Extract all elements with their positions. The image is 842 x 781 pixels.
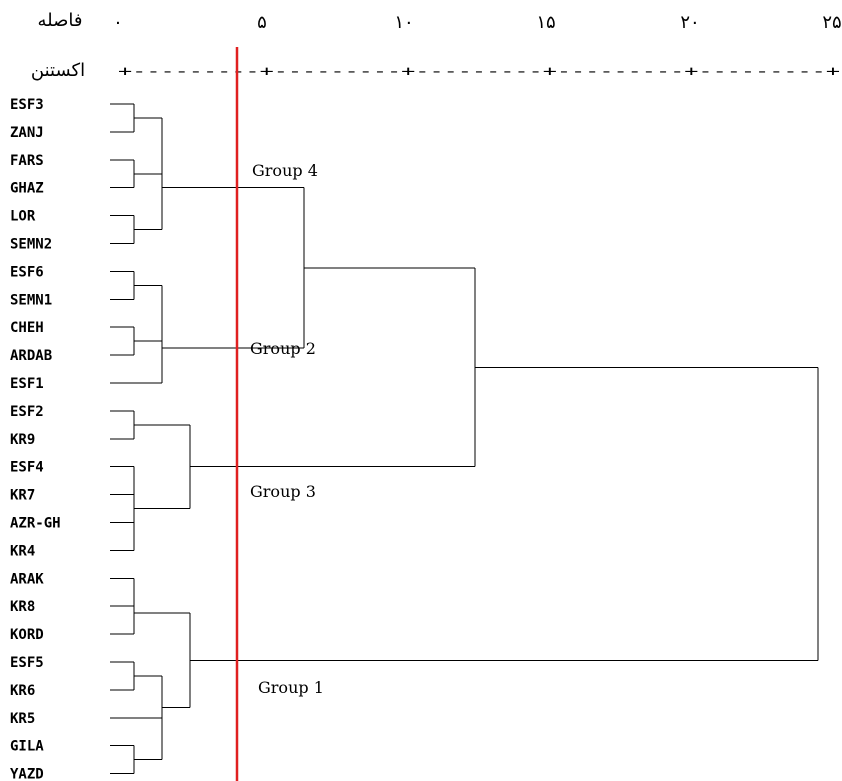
leaf-label: KR5 <box>10 711 35 727</box>
leaf-labels: ESF3 ZANJ FARS GHAZ LOR SEMN2 ESF6 SEMN1 CHEH ARD… <box>10 97 61 781</box>
leaf-label: ARAK <box>10 571 44 587</box>
dendrogram-edges <box>110 103 819 775</box>
group-2-label: Group 2 <box>250 339 316 358</box>
group-3-label: Group 3 <box>250 482 316 501</box>
axis-tick-label: ۱۰ <box>394 12 413 33</box>
leaf-label: ESF2 <box>10 404 44 420</box>
leaf-label: GHAZ <box>10 181 44 197</box>
leaf-label: YAZD <box>10 767 44 781</box>
axis-tick-label: ۲۵ <box>822 12 841 33</box>
leaf-label: KR8 <box>10 599 35 615</box>
axis-ticks: ۰ ۵ ۱۰ ۱۵ ۲۰ ۲۵ <box>113 12 842 33</box>
leaf-label: ARDAB <box>10 348 52 364</box>
leaf-label: KORD <box>10 627 44 643</box>
leaf-label: SEMN1 <box>10 292 52 308</box>
rescaled-label: اکستنن <box>31 60 85 81</box>
leaf-label: KR4 <box>10 543 35 559</box>
leaf-label: KR9 <box>10 432 35 448</box>
leaf-label: ESF5 <box>10 655 44 671</box>
distance-ruler: +---------+---------+---------+---------… <box>118 64 840 80</box>
leaf-label: ESF1 <box>10 376 44 392</box>
leaf-label: AZR-GH <box>10 516 61 532</box>
leaf-label: KR7 <box>10 488 35 504</box>
leaf-label: GILA <box>10 739 44 755</box>
leaf-label: LOR <box>10 209 36 225</box>
leaf-label: SEMN2 <box>10 237 52 253</box>
leaf-label: CHEH <box>10 320 44 336</box>
axis-tick-label: ۲۰ <box>680 12 699 33</box>
leaf-label: ESF6 <box>10 264 44 280</box>
group-1-label: Group 1 <box>258 678 324 697</box>
distance-label: فاصله <box>38 10 83 31</box>
axis-tick-label: ۱۵ <box>536 12 555 33</box>
leaf-label: ESF4 <box>10 460 44 476</box>
leaf-label: ZANJ <box>10 125 44 141</box>
axis-tick-label: ۰ <box>113 12 123 33</box>
leaf-label: FARS <box>10 153 44 169</box>
leaf-label: KR6 <box>10 683 35 699</box>
group-4-label: Group 4 <box>252 161 318 180</box>
axis-tick-label: ۵ <box>257 12 267 33</box>
leaf-label: ESF3 <box>10 97 44 113</box>
